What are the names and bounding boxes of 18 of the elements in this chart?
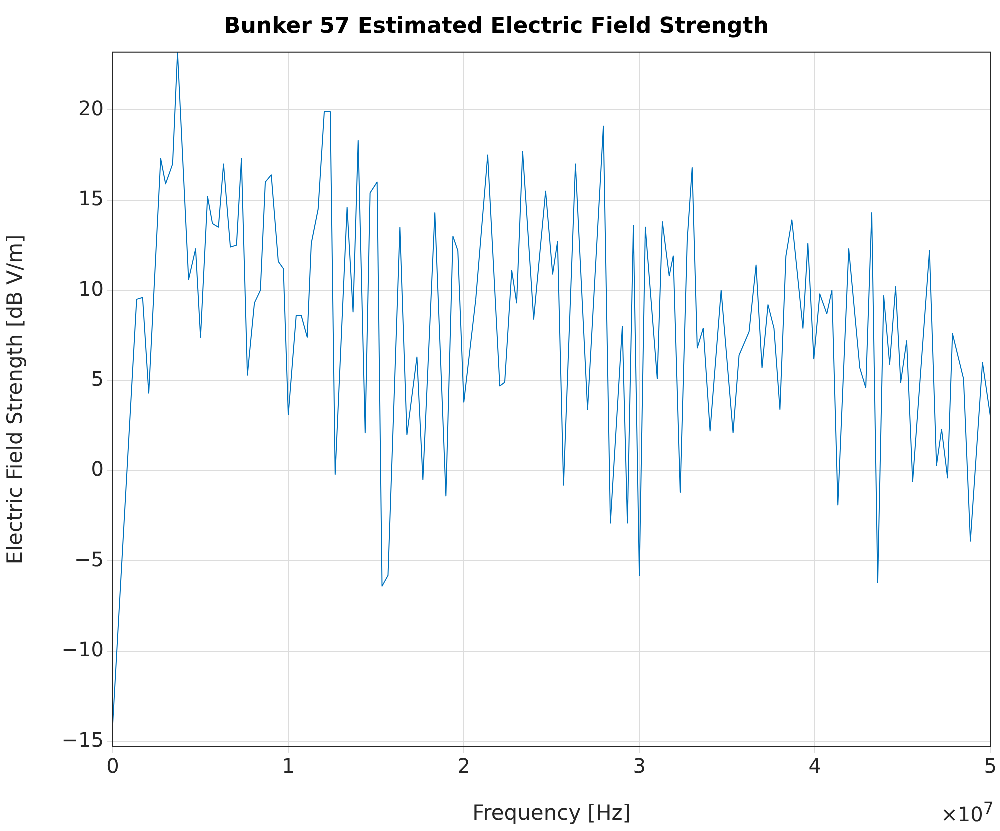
y-tick-label: 15 — [78, 186, 104, 211]
x-tick-label: 4 — [808, 754, 822, 778]
y-tick-label: 5 — [91, 366, 104, 391]
chart-title: Bunker 57 Estimated Electric Field Strength — [224, 14, 769, 39]
y-tick-label: 20 — [78, 96, 104, 120]
y-tick-label: −10 — [62, 638, 104, 662]
y-axis-title: Electric Field Strength [dB V/m] — [3, 234, 28, 565]
x-tick-label: 5 — [984, 754, 998, 778]
x-tick-label: 0 — [106, 754, 120, 778]
y-tick-label: 10 — [78, 276, 104, 301]
x-axis-title: Frequency [Hz] — [472, 800, 632, 825]
y-tick-label: 0 — [91, 457, 104, 482]
y-tick-label: −5 — [74, 547, 104, 572]
text: ×10$^{7}$ — [941, 799, 994, 827]
y-tick-label: −15 — [62, 728, 104, 752]
x-tick-label: 2 — [458, 754, 470, 778]
x-tick-label: 1 — [282, 754, 295, 778]
x-tick-label: 3 — [633, 754, 646, 778]
